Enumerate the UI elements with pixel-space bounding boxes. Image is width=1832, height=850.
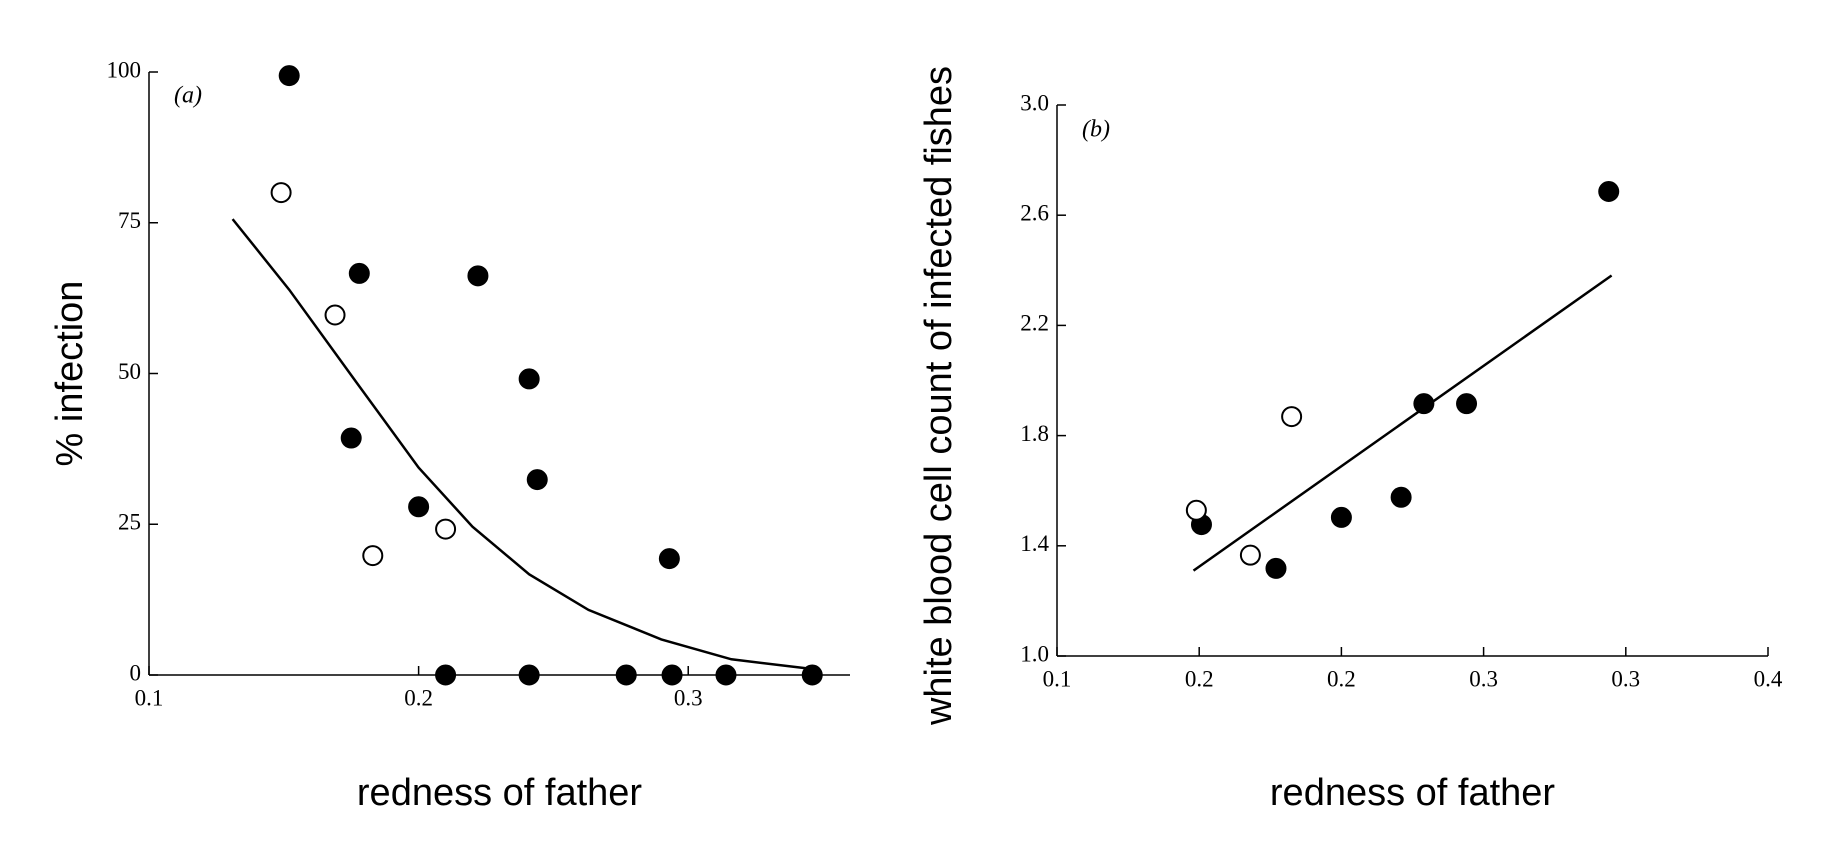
filled-point [278, 65, 300, 87]
x-tick-label: 0.2 [1185, 666, 1214, 691]
filled-point [518, 368, 540, 390]
x-axis-title: redness of father [357, 772, 643, 814]
x-tick-label: 0.1 [135, 685, 164, 710]
x-tick-label: 0.2 [404, 685, 433, 710]
open-point [270, 182, 292, 204]
y-tick-label: 2.6 [1020, 200, 1049, 225]
y-tick-label: 2.2 [1020, 311, 1049, 336]
open-point [1281, 406, 1303, 428]
x-tick-label: 0.3 [1611, 666, 1640, 691]
fit-line [1192, 274, 1613, 572]
y-tick-label: 1.0 [1020, 641, 1049, 666]
open-point [1239, 544, 1261, 566]
y-tick-label: 50 [118, 359, 141, 384]
y-tick-label: 1.8 [1020, 421, 1049, 446]
panel-label: (a) [174, 83, 202, 109]
open-point [1185, 499, 1207, 521]
x-tick-label: 0.4 [1754, 666, 1783, 691]
y-axis-title: % infection [49, 281, 91, 467]
filled-point [615, 664, 637, 686]
x-tick-label: 0.3 [674, 685, 703, 710]
filled-point [518, 664, 540, 686]
filled-point [715, 664, 737, 686]
filled-point [340, 427, 362, 449]
filled-point [658, 548, 680, 570]
open-point [435, 518, 457, 540]
open-point [362, 545, 384, 567]
filled-point [801, 664, 823, 686]
filled-point [1413, 393, 1435, 415]
y-tick-label: 3.0 [1020, 90, 1049, 115]
y-tick-label: 0 [130, 660, 142, 685]
filled-point [1456, 393, 1478, 415]
y-tick-label: 1.4 [1020, 531, 1049, 556]
y-tick-label: 25 [118, 510, 141, 535]
fit-line [231, 218, 813, 671]
open-point [324, 304, 346, 326]
y-tick-label: 100 [107, 57, 142, 82]
filled-point [1390, 486, 1412, 508]
x-tick-label: 0.3 [1469, 666, 1498, 691]
filled-point [467, 265, 489, 287]
x-tick-label: 0.1 [1043, 666, 1072, 691]
filled-point [408, 496, 430, 518]
filled-point [1330, 506, 1352, 528]
filled-point [1265, 557, 1287, 579]
x-tick-label: 0.2 [1327, 666, 1356, 691]
y-axis-title: white blood cell count of infected fishe… [918, 66, 960, 726]
filled-point [1598, 181, 1620, 203]
filled-point [348, 262, 370, 284]
filled-point [661, 664, 683, 686]
y-tick-label: 75 [118, 208, 141, 233]
filled-point [435, 664, 457, 686]
panel-label: (b) [1082, 117, 1110, 143]
x-axis-title: redness of father [1270, 772, 1556, 814]
filled-point [526, 469, 548, 491]
